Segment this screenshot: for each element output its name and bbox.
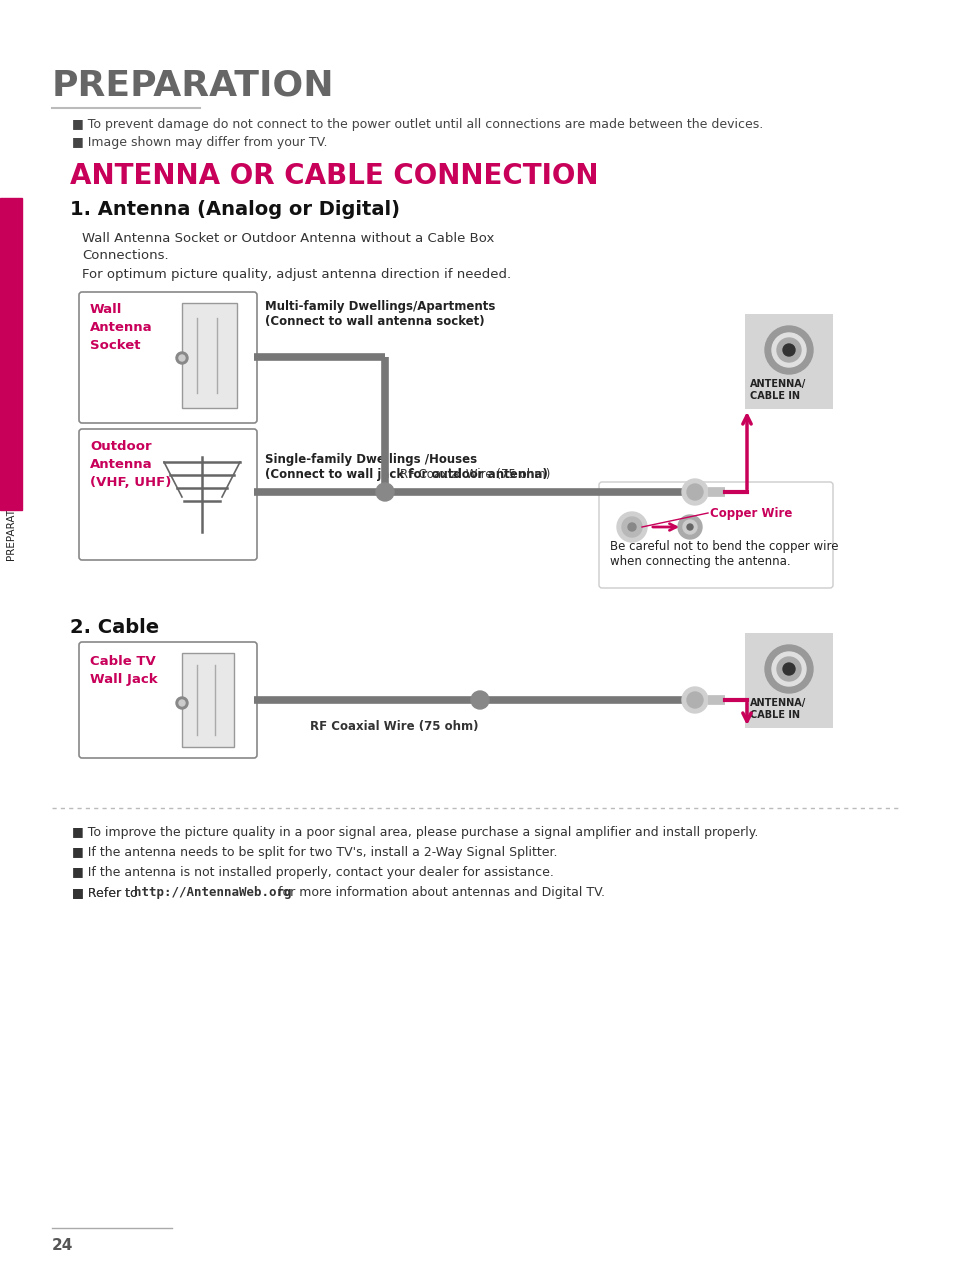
Bar xyxy=(0,198,22,510)
Circle shape xyxy=(771,333,805,368)
Text: 2. Cable: 2. Cable xyxy=(70,618,159,637)
Text: ■ Refer to: ■ Refer to xyxy=(71,887,141,899)
Text: For optimum picture quality, adjust antenna direction if needed.: For optimum picture quality, adjust ante… xyxy=(82,268,511,281)
Text: ■ If the antenna is not installed properly, contact your dealer for assistance.: ■ If the antenna is not installed proper… xyxy=(71,866,554,879)
Text: 24: 24 xyxy=(52,1238,73,1253)
Bar xyxy=(182,653,233,747)
Circle shape xyxy=(471,691,489,709)
Circle shape xyxy=(681,480,707,505)
Circle shape xyxy=(179,355,185,361)
Text: http://AntennaWeb.org: http://AntennaWeb.org xyxy=(133,887,292,899)
Text: RF Coaxial Wire (75 ohm): RF Coaxial Wire (75 ohm) xyxy=(399,468,550,481)
Bar xyxy=(182,303,236,408)
Text: Cable TV
Wall Jack: Cable TV Wall Jack xyxy=(90,655,157,686)
FancyBboxPatch shape xyxy=(79,642,256,758)
Text: Copper Wire: Copper Wire xyxy=(709,508,792,520)
Text: Multi-family Dwellings/Apartments
(Connect to wall antenna socket): Multi-family Dwellings/Apartments (Conne… xyxy=(265,300,495,328)
Text: for more information about antennas and Digital TV.: for more information about antennas and … xyxy=(274,887,604,899)
Text: Be careful not to bend the copper wire
when connecting the antenna.: Be careful not to bend the copper wire w… xyxy=(609,541,838,569)
Circle shape xyxy=(617,513,646,542)
Text: Outdoor
Antenna
(VHF, UHF): Outdoor Antenna (VHF, UHF) xyxy=(90,440,172,488)
Text: 1. Antenna (Analog or Digital): 1. Antenna (Analog or Digital) xyxy=(70,200,399,219)
Circle shape xyxy=(686,485,702,500)
Circle shape xyxy=(175,697,188,709)
Circle shape xyxy=(621,516,641,537)
Circle shape xyxy=(681,687,707,714)
Text: Single-family Dwellings /Houses
(Connect to wall jack for outdoor antenna): Single-family Dwellings /Houses (Connect… xyxy=(265,453,547,481)
Circle shape xyxy=(686,524,692,530)
FancyBboxPatch shape xyxy=(79,429,256,560)
Text: Refer to http://AntennaWeb.org: Refer to http://AntennaWeb.org xyxy=(71,887,308,899)
Bar xyxy=(744,314,832,410)
FancyBboxPatch shape xyxy=(598,482,832,588)
Text: RF Coaxial Wire (75 ohm): RF Coaxial Wire (75 ohm) xyxy=(310,720,478,733)
Text: Wall
Antenna
Socket: Wall Antenna Socket xyxy=(90,303,152,352)
Text: Connections.: Connections. xyxy=(82,249,169,262)
Circle shape xyxy=(782,343,794,356)
Circle shape xyxy=(771,653,805,686)
Text: ■ To improve the picture quality in a poor signal area, please purchase a signal: ■ To improve the picture quality in a po… xyxy=(71,826,758,840)
Circle shape xyxy=(776,338,801,363)
Text: ■ Refer to: ■ Refer to xyxy=(71,887,141,899)
Text: Wall Antenna Socket or Outdoor Antenna without a Cable Box: Wall Antenna Socket or Outdoor Antenna w… xyxy=(82,232,494,245)
Circle shape xyxy=(179,700,185,706)
Text: ■ To prevent damage do not connect to the power outlet until all connections are: ■ To prevent damage do not connect to th… xyxy=(71,118,762,131)
Text: ANTENNA OR CABLE CONNECTION: ANTENNA OR CABLE CONNECTION xyxy=(70,162,598,190)
Circle shape xyxy=(782,663,794,675)
Circle shape xyxy=(627,523,636,530)
Circle shape xyxy=(175,352,188,364)
Circle shape xyxy=(686,692,702,709)
Circle shape xyxy=(764,645,812,693)
Text: ■ If the antenna needs to be split for two TV's, install a 2-Way Signal Splitter: ■ If the antenna needs to be split for t… xyxy=(71,846,557,859)
Text: PREPARATION: PREPARATION xyxy=(6,488,16,560)
Circle shape xyxy=(682,520,697,534)
Circle shape xyxy=(764,326,812,374)
Circle shape xyxy=(678,515,701,539)
Text: PREPARATION: PREPARATION xyxy=(52,67,335,102)
Text: ANTENNA/
CABLE IN: ANTENNA/ CABLE IN xyxy=(749,379,805,401)
Circle shape xyxy=(375,483,394,501)
Circle shape xyxy=(776,658,801,681)
Text: ANTENNA/
CABLE IN: ANTENNA/ CABLE IN xyxy=(749,698,805,720)
FancyBboxPatch shape xyxy=(79,293,256,424)
Text: ■ Image shown may differ from your TV.: ■ Image shown may differ from your TV. xyxy=(71,136,327,149)
Bar xyxy=(744,633,832,728)
